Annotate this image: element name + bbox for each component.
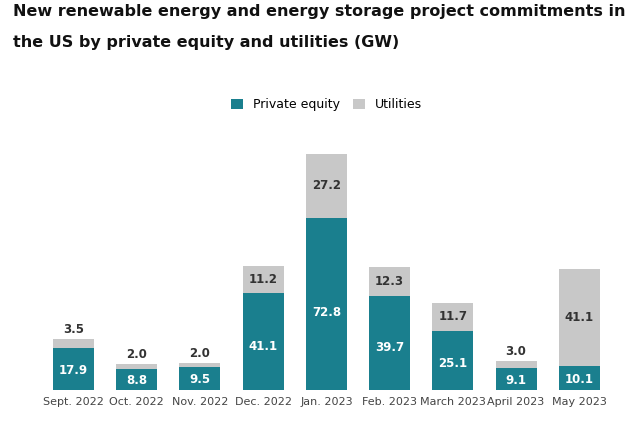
Text: 27.2: 27.2	[312, 179, 341, 192]
Bar	[243, 293, 284, 390]
Legend: Private equity, Utilities: Private equity, Utilities	[225, 93, 428, 117]
Text: 39.7: 39.7	[375, 341, 404, 354]
Text: 10.1: 10.1	[565, 373, 594, 385]
Bar	[306, 154, 347, 218]
Text: 11.7: 11.7	[438, 310, 467, 323]
Bar	[116, 369, 157, 390]
Bar	[116, 364, 157, 369]
Bar	[369, 296, 410, 390]
Bar	[179, 363, 221, 367]
Text: 8.8: 8.8	[126, 374, 147, 387]
Text: 11.2: 11.2	[249, 273, 278, 286]
Bar	[495, 361, 536, 368]
Text: 2.0: 2.0	[126, 349, 147, 361]
Bar	[179, 367, 221, 390]
Bar	[495, 368, 536, 390]
Bar	[306, 218, 347, 390]
Bar	[53, 348, 94, 390]
Text: 9.5: 9.5	[189, 373, 211, 386]
Bar	[243, 266, 284, 293]
Bar	[53, 339, 94, 348]
Text: 9.1: 9.1	[506, 373, 527, 387]
Text: 41.1: 41.1	[564, 311, 594, 324]
Bar	[432, 330, 474, 390]
Text: 25.1: 25.1	[438, 357, 467, 369]
Bar	[559, 269, 600, 366]
Bar	[432, 303, 474, 330]
Text: 3.5: 3.5	[63, 323, 84, 336]
Bar	[369, 267, 410, 296]
Text: 72.8: 72.8	[312, 306, 341, 319]
Text: 12.3: 12.3	[375, 275, 404, 288]
Bar	[559, 366, 600, 390]
Text: the US by private equity and utilities (GW): the US by private equity and utilities (…	[13, 35, 399, 51]
Text: 41.1: 41.1	[248, 340, 278, 353]
Text: 17.9: 17.9	[59, 364, 88, 377]
Text: 2.0: 2.0	[189, 347, 211, 360]
Text: 3.0: 3.0	[506, 346, 527, 358]
Text: New renewable energy and energy storage project commitments in: New renewable energy and energy storage …	[13, 4, 625, 19]
